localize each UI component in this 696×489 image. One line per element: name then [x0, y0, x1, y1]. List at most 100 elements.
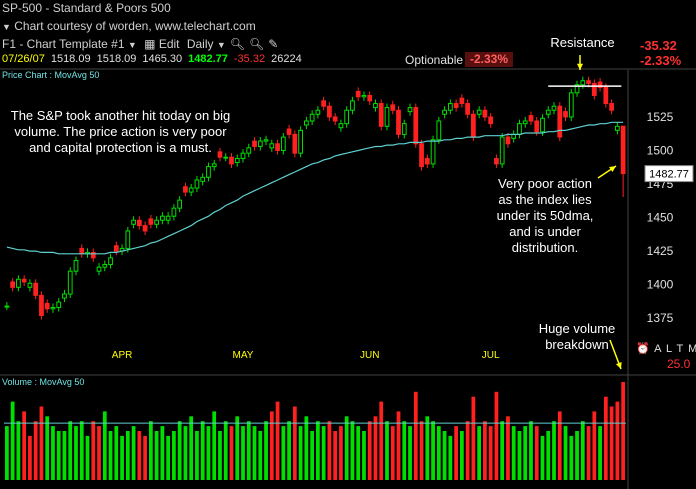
zoom-in-icon[interactable]: 🔍︎ [229, 37, 246, 51]
alt-controls[interactable]: ⏰ A L T M L [636, 343, 696, 355]
volume-bar [258, 431, 263, 480]
candle-body [56, 301, 62, 308]
volume-bar [557, 411, 562, 480]
volume-bar [413, 391, 418, 480]
candle-body [183, 186, 188, 193]
candle-body [442, 109, 447, 115]
volume-bar [471, 396, 476, 480]
candle-body [16, 278, 21, 288]
candle-body [160, 215, 165, 221]
volume-bar [483, 421, 487, 480]
candle-body [424, 158, 430, 165]
volume-bar [10, 401, 15, 480]
volume-bar [281, 426, 286, 480]
volume-bar [609, 406, 614, 480]
candle-body [108, 257, 113, 266]
volume-bar [523, 426, 528, 480]
candle-body [528, 115, 534, 122]
candle-body [113, 245, 119, 252]
volume-bar [264, 421, 268, 480]
volume-bar [154, 431, 159, 480]
candle-body [396, 109, 401, 135]
candle-body [257, 140, 263, 147]
candle-body [401, 123, 407, 135]
volume-bar [425, 416, 430, 480]
candle-body [505, 136, 511, 145]
candle-body [436, 120, 442, 141]
candle-body [321, 100, 327, 107]
volume-bar [396, 411, 401, 480]
volume-bar [125, 431, 130, 480]
candle-body [574, 84, 580, 94]
candle-body [303, 120, 309, 126]
candle-body [545, 109, 551, 115]
courtesy-text: ▼ Chart courtesy of worden, www.telechar… [2, 19, 256, 33]
candle-body [459, 97, 465, 105]
candle-body [603, 86, 609, 105]
volume-bar [212, 411, 217, 480]
candle-body [430, 139, 436, 165]
candle-body [280, 136, 286, 151]
annotation-resistance: Resistance [550, 35, 615, 50]
volume-bar [465, 421, 470, 480]
candle-body [338, 123, 344, 129]
candle-body [206, 166, 211, 178]
candle-body [476, 109, 482, 115]
dropdown-icon[interactable]: ▼ [2, 22, 11, 32]
volume-bar [62, 431, 67, 480]
candle-body [361, 94, 367, 98]
annotation-arrows [576, 55, 622, 370]
edit-button[interactable]: ▦ Edit [144, 37, 180, 51]
period-dropdown[interactable]: Daily ▼ [186, 37, 226, 51]
candle-body [407, 107, 413, 113]
candle-body [200, 176, 206, 182]
volume-bar [442, 431, 447, 480]
candle-body [67, 270, 73, 295]
x-axis-months: APR MAY JUN JUL [112, 350, 500, 361]
volume-bar [356, 426, 361, 480]
template-dropdown[interactable]: F1 - Chart Template #1 ▼ [2, 37, 137, 51]
volume-bar [385, 421, 389, 480]
volume-bars [5, 382, 625, 480]
candle-body [142, 225, 148, 232]
candle-body [614, 125, 620, 131]
volume-bar [166, 435, 171, 480]
volume-bar [183, 426, 188, 480]
alert-icon[interactable]: ⏰ [636, 343, 651, 355]
candles [4, 76, 626, 320]
candle-body [563, 111, 568, 118]
x-month-label: JUN [360, 350, 379, 361]
volume-bar [390, 426, 395, 480]
y-tick-label: 1525 [647, 110, 674, 124]
volume-bar [621, 382, 625, 480]
volume-bar [85, 435, 90, 480]
pen-icon[interactable]: ✎ [268, 37, 279, 51]
candle-body [79, 247, 85, 255]
annotation-arrow-head [615, 362, 622, 369]
volume-bar [552, 421, 556, 480]
volume-bar [408, 426, 412, 480]
candle-body [102, 264, 108, 268]
candle-body [471, 113, 476, 138]
candle-body [165, 215, 171, 221]
candle-body [44, 302, 50, 310]
candle-body [355, 90, 361, 98]
net-change-right: -35.32 [640, 38, 677, 53]
volume-bar [298, 426, 303, 480]
candle-body [499, 136, 505, 165]
candle-body [413, 107, 419, 145]
candle-body [252, 140, 257, 147]
volume-bar [74, 426, 78, 480]
volume-bar [448, 435, 453, 480]
x-month-label: JUL [482, 350, 500, 361]
volume-bar [68, 421, 73, 480]
volume-bar [575, 431, 579, 480]
candle-body [350, 100, 355, 111]
candle-body [453, 103, 459, 109]
candle-body [609, 103, 614, 111]
candle-body [568, 92, 574, 118]
candle-body [188, 187, 194, 193]
zoom-out-icon[interactable]: 🔍︎ [249, 37, 265, 51]
volume-bar [339, 426, 343, 480]
